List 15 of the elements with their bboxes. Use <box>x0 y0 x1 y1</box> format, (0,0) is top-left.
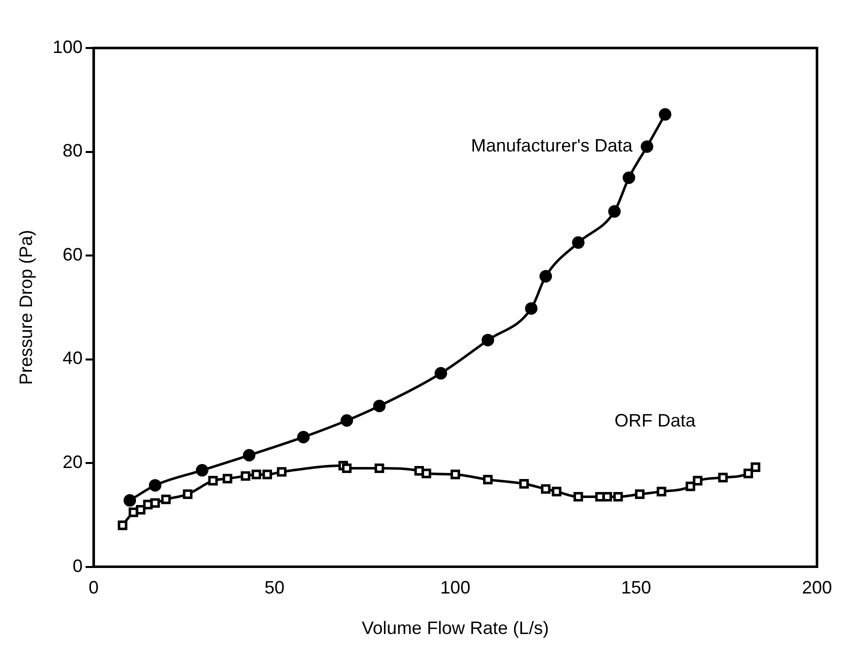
x-tick-label: 100 <box>440 578 470 598</box>
x-axis-title: Volume Flow Rate (L/s) <box>362 618 549 638</box>
text: ORF Data <box>614 410 696 431</box>
y-tick-label: 60 <box>62 244 83 264</box>
series-label: Manufacturer's Data <box>471 136 634 156</box>
y-tick-label: 100 <box>52 36 83 57</box>
y-tick-label: 0 <box>72 556 83 576</box>
x-tick-label: 150 <box>621 578 652 598</box>
y-axis-title: Pressure Drop (Pa) <box>16 230 36 385</box>
y-tick-label: 20 <box>62 452 83 472</box>
x-tick-label: 200 <box>802 578 832 598</box>
x-tick-label: 50 <box>264 578 284 598</box>
y-tick-label: 40 <box>62 348 83 368</box>
x-tick-label: 0 <box>88 578 99 598</box>
y-tick-label: 80 <box>62 140 83 161</box>
